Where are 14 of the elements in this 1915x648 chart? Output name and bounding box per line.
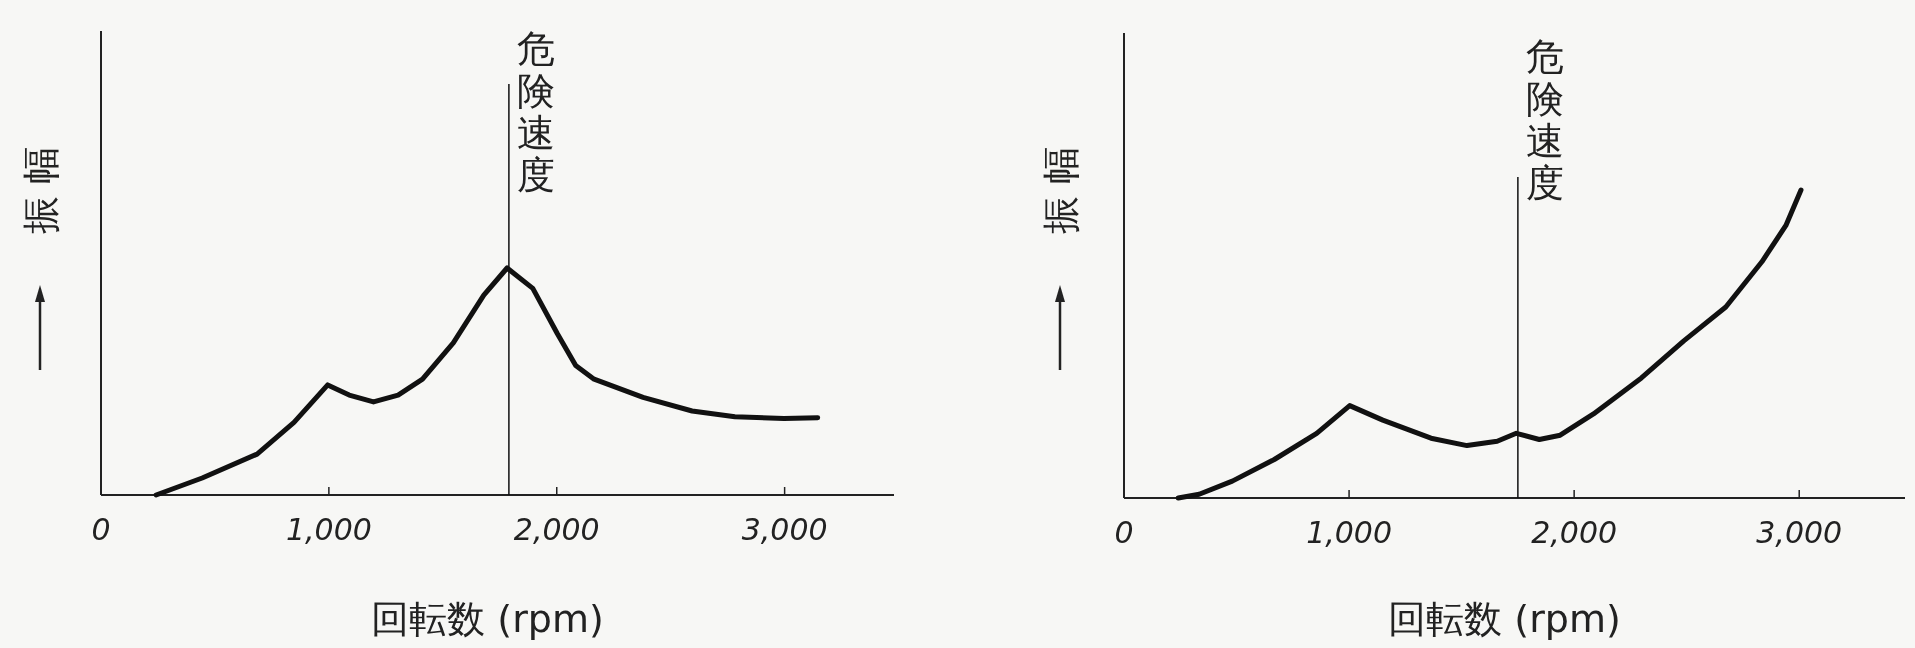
x-tick-label: 3,000 [741, 512, 828, 547]
ref-line-label: 危険速度 [516, 27, 555, 197]
x-axis-title: 回転数 (rpm) [1388, 597, 1621, 641]
x-axis-title: 回転数 (rpm) [371, 597, 604, 641]
y-axis-title: 振 幅 [1039, 145, 1083, 235]
x-tick-label: 3,000 [1756, 515, 1843, 550]
x-tick-label: 1,000 [1306, 515, 1393, 550]
x-tick-label: 2,000 [513, 512, 600, 547]
x-tick-label: 0 [91, 512, 111, 547]
x-tick-label: 2,000 [1531, 515, 1618, 550]
x-tick-label: 0 [1114, 515, 1134, 550]
ref-line-label: 危険速度 [1525, 35, 1564, 205]
x-tick-label: 1,000 [285, 512, 372, 547]
y-axis-title: 振 幅 [19, 145, 63, 235]
